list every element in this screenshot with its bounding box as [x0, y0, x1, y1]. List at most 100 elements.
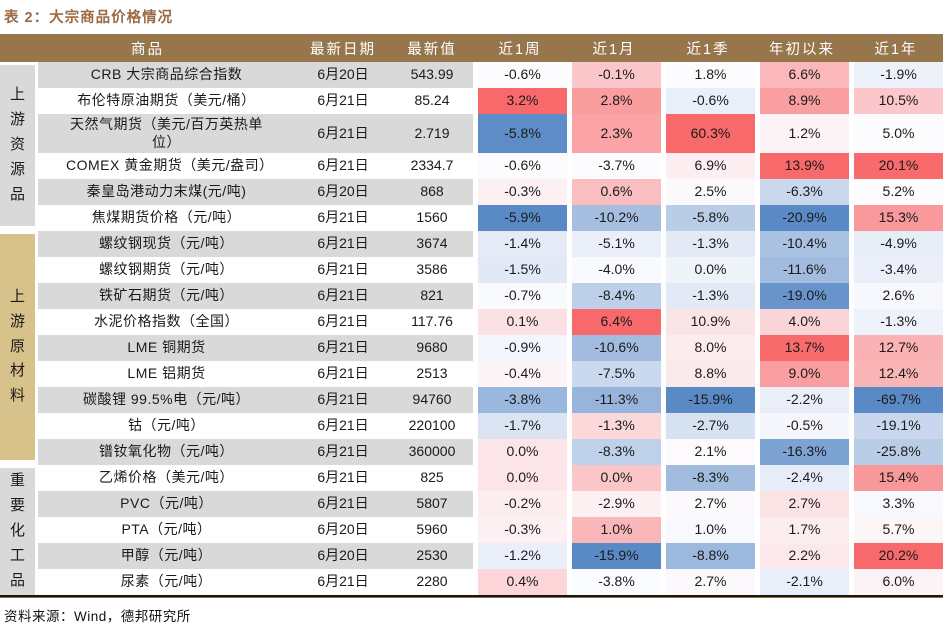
latest-value-cell: 3674: [391, 231, 473, 257]
pct-cell-1m: -15.9%: [567, 543, 661, 569]
pct-cell-1q: -8.8%: [661, 543, 755, 569]
latest-date-cell: 6月21日: [295, 257, 391, 283]
commodity-price-table: 商品 最新日期 最新值 近1周 近1月 近1季 年初以来 近1年 上 游 资 源…: [0, 34, 943, 597]
pct-cell-1w: -0.3%: [473, 179, 567, 205]
pct-cell-1w: 0.0%: [473, 465, 567, 491]
latest-date-cell: 6月20日: [295, 179, 391, 205]
latest-value-cell: 220100: [391, 413, 473, 439]
pct-cell-1y: -1.9%: [849, 62, 943, 88]
latest-date-cell: 6月21日: [295, 361, 391, 387]
pct-cell-ytd: 6.6%: [755, 62, 849, 88]
commodity-name-cell: 秦皇岛港动力末煤(元/吨): [38, 179, 295, 205]
pct-cell-1q: -0.6%: [661, 88, 755, 114]
pct-cell-1w: 0.0%: [473, 439, 567, 465]
pct-cell-1y: 3.3%: [849, 491, 943, 517]
latest-value-cell: 5960: [391, 517, 473, 543]
pct-cell-1q: 2.7%: [661, 491, 755, 517]
pct-cell-1w: -0.3%: [473, 517, 567, 543]
latest-value-cell: 5807: [391, 491, 473, 517]
pct-cell-1y: 20.2%: [849, 543, 943, 569]
commodity-name-cell: LME 铝期货: [38, 361, 295, 387]
pct-cell-1y: -4.9%: [849, 231, 943, 257]
pct-cell-1y: 5.0%: [849, 114, 943, 153]
commodity-name-cell: PVC（元/吨）: [38, 491, 295, 517]
pct-cell-1m: -2.9%: [567, 491, 661, 517]
pct-cell-ytd: 1.7%: [755, 517, 849, 543]
pct-cell-ytd: -20.9%: [755, 205, 849, 231]
pct-cell-1q: 1.0%: [661, 517, 755, 543]
pct-cell-ytd: 4.0%: [755, 309, 849, 335]
pct-cell-1m: 1.0%: [567, 517, 661, 543]
pct-cell-1q: 10.9%: [661, 309, 755, 335]
pct-cell-1q: 60.3%: [661, 114, 755, 153]
pct-cell-1y: 10.5%: [849, 88, 943, 114]
latest-value-cell: 94760: [391, 387, 473, 413]
latest-value-cell: 2530: [391, 543, 473, 569]
pct-cell-1y: 15.4%: [849, 465, 943, 491]
pct-cell-1y: -69.7%: [849, 387, 943, 413]
latest-date-cell: 6月21日: [295, 413, 391, 439]
latest-value-cell: 2.719: [391, 114, 473, 153]
col-header-1-month: 近1月: [567, 34, 661, 62]
pct-cell-1y: 12.7%: [849, 335, 943, 361]
pct-cell-1m: -10.2%: [567, 205, 661, 231]
pct-cell-1w: 0.1%: [473, 309, 567, 335]
latest-value-cell: 825: [391, 465, 473, 491]
section-label: 上 游 原 材 料: [0, 231, 38, 465]
pct-cell-1y: -19.1%: [849, 413, 943, 439]
latest-value-cell: 1560: [391, 205, 473, 231]
commodity-name-cell: 水泥价格指数（全国）: [38, 309, 295, 335]
latest-date-cell: 6月21日: [295, 465, 391, 491]
commodity-name-cell: 乙烯价格（美元/吨）: [38, 465, 295, 491]
pct-cell-ytd: -16.3%: [755, 439, 849, 465]
pct-cell-1m: -3.8%: [567, 569, 661, 595]
commodity-name-cell: 甲醇（元/吨）: [38, 543, 295, 569]
pct-cell-1m: -1.3%: [567, 413, 661, 439]
latest-date-cell: 6月20日: [295, 517, 391, 543]
latest-value-cell: 2334.7: [391, 153, 473, 179]
pct-cell-1q: -5.8%: [661, 205, 755, 231]
latest-value-cell: 85.24: [391, 88, 473, 114]
pct-cell-1y: 5.7%: [849, 517, 943, 543]
pct-cell-1m: -3.7%: [567, 153, 661, 179]
pct-cell-ytd: -11.6%: [755, 257, 849, 283]
pct-cell-ytd: 13.7%: [755, 335, 849, 361]
commodity-name-cell: 天然气期货（美元/百万英热单位）: [38, 114, 295, 153]
latest-date-cell: 6月21日: [295, 153, 391, 179]
pct-cell-1m: 0.6%: [567, 179, 661, 205]
pct-cell-ytd: -2.2%: [755, 387, 849, 413]
pct-cell-1m: -0.1%: [567, 62, 661, 88]
pct-cell-1y: -25.8%: [849, 439, 943, 465]
pct-cell-1m: -11.3%: [567, 387, 661, 413]
latest-value-cell: 543.99: [391, 62, 473, 88]
latest-date-cell: 6月21日: [295, 231, 391, 257]
commodity-name-cell: 布伦特原油期货（美元/桶）: [38, 88, 295, 114]
pct-cell-1w: -0.9%: [473, 335, 567, 361]
pct-cell-1w: -1.4%: [473, 231, 567, 257]
commodity-name-cell: 尿素（元/吨）: [38, 569, 295, 595]
pct-cell-1q: 2.5%: [661, 179, 755, 205]
pct-cell-ytd: 13.9%: [755, 153, 849, 179]
pct-cell-1m: -5.1%: [567, 231, 661, 257]
pct-cell-ytd: 8.9%: [755, 88, 849, 114]
pct-cell-ytd: -0.5%: [755, 413, 849, 439]
commodity-name-cell: PTA（元/吨）: [38, 517, 295, 543]
pct-cell-1w: -5.8%: [473, 114, 567, 153]
pct-cell-1q: -15.9%: [661, 387, 755, 413]
latest-value-cell: 868: [391, 179, 473, 205]
commodity-name-cell: LME 铜期货: [38, 335, 295, 361]
pct-cell-1w: 0.4%: [473, 569, 567, 595]
pct-cell-1w: -5.9%: [473, 205, 567, 231]
pct-cell-ytd: -19.0%: [755, 283, 849, 309]
pct-cell-ytd: -2.1%: [755, 569, 849, 595]
pct-cell-1w: -1.2%: [473, 543, 567, 569]
section-label: 上 游 资 源 品: [0, 62, 38, 231]
pct-cell-1q: 2.7%: [661, 569, 755, 595]
pct-cell-1w: -1.5%: [473, 257, 567, 283]
pct-cell-1w: -0.4%: [473, 361, 567, 387]
table-title: 表 2：大宗商品价格情况: [4, 10, 174, 26]
pct-cell-1y: 5.2%: [849, 179, 943, 205]
pct-cell-1q: -2.7%: [661, 413, 755, 439]
latest-date-cell: 6月21日: [295, 205, 391, 231]
pct-cell-1q: -1.3%: [661, 231, 755, 257]
